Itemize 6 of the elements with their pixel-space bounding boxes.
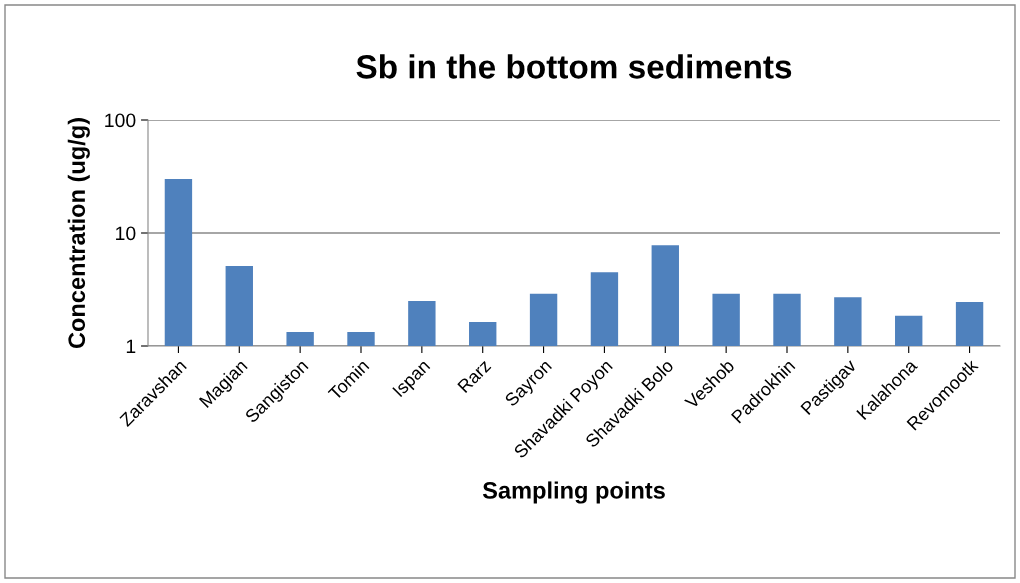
x-axis-title: Sampling points xyxy=(482,481,665,504)
y-tick-label: 100 xyxy=(105,113,136,128)
y-axis-title: Concentration (ug/g) xyxy=(67,118,90,349)
chart-title: Sb in the bottom sediments xyxy=(356,54,792,79)
y-tick-label: 1 xyxy=(126,339,136,354)
y-tick-label: 10 xyxy=(116,226,136,241)
